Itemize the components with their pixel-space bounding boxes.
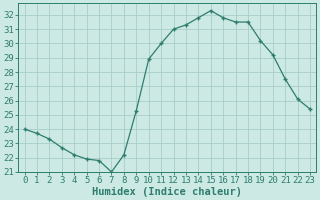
X-axis label: Humidex (Indice chaleur): Humidex (Indice chaleur) — [92, 186, 242, 197]
